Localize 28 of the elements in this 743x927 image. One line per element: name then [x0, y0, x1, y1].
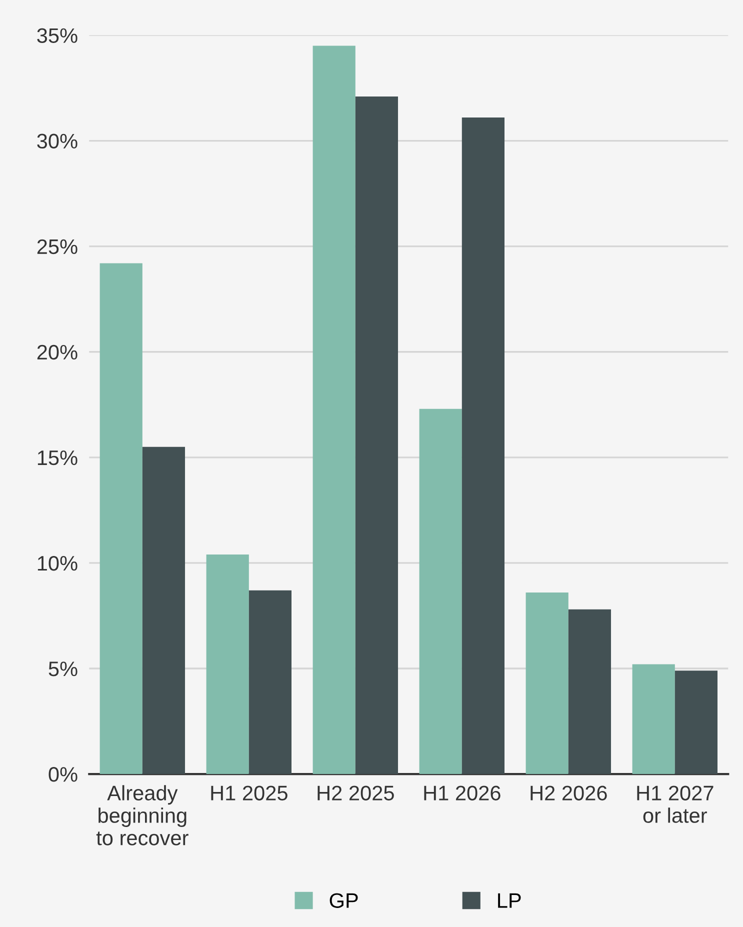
- y-tick-label: 5%: [48, 662, 78, 676]
- bar: [355, 96, 398, 774]
- x-tick-label: H2 2025: [318, 786, 394, 800]
- legend-label: GP: [330, 893, 358, 908]
- legend-label: LP: [498, 893, 521, 908]
- y-tick-label: 0%: [48, 767, 78, 782]
- bar: [568, 609, 611, 774]
- bar: [419, 408, 462, 774]
- y-tick-label: 30%: [37, 134, 78, 149]
- bar: [526, 592, 568, 774]
- bar: [248, 590, 292, 774]
- bar: [142, 446, 186, 774]
- bar: [632, 664, 675, 774]
- bar: [100, 263, 142, 774]
- bar: [674, 670, 718, 774]
- y-tick-label: 20%: [37, 344, 78, 360]
- x-tick-label: H1 2026: [424, 786, 500, 800]
- bar: [206, 554, 249, 774]
- y-tick-label: 10%: [38, 556, 78, 571]
- x-tick-label: H2 2026: [530, 786, 607, 800]
- x-tick-label: Already beginning to recover: [96, 785, 188, 846]
- y-tick-label: 35%: [37, 28, 78, 43]
- x-tick-label: H1 2027 or later: [637, 786, 714, 823]
- y-tick-label: 25%: [37, 239, 78, 254]
- bar: [312, 46, 356, 774]
- x-tick-label: H1 2025: [211, 786, 288, 800]
- bar: [462, 118, 504, 774]
- y-tick-label: 15%: [38, 450, 78, 466]
